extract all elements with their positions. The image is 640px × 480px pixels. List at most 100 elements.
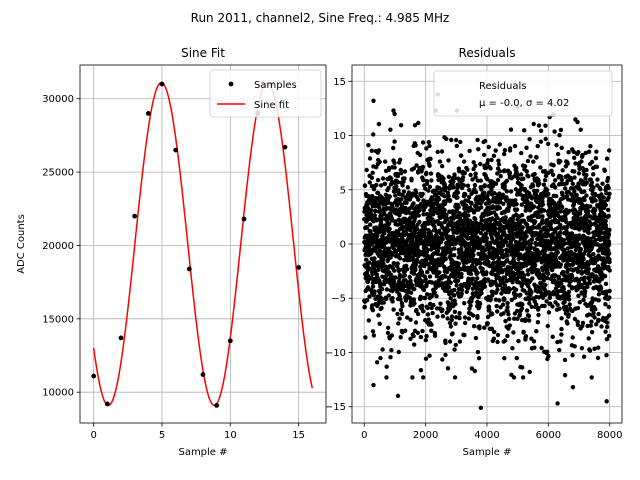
residual-point	[429, 322, 434, 327]
residual-point	[555, 151, 561, 157]
residual-point	[507, 277, 512, 283]
residual-point	[440, 357, 445, 362]
y-tick-label: 10000	[42, 388, 74, 399]
sample-point	[241, 216, 247, 222]
residual-point	[444, 136, 449, 142]
residual-point	[418, 368, 424, 373]
residual-point	[367, 266, 372, 271]
residual-point	[530, 225, 536, 230]
residual-point	[583, 150, 588, 156]
residual-point	[570, 385, 576, 390]
residual-point	[531, 339, 537, 344]
residual-point	[552, 129, 557, 134]
residual-point	[589, 375, 594, 380]
residual-point	[399, 171, 404, 176]
residual-point	[558, 339, 563, 344]
residual-point	[599, 324, 604, 329]
residual-point	[466, 316, 472, 321]
residual-point	[538, 165, 543, 170]
residual-point	[603, 329, 608, 334]
residual-point	[379, 296, 384, 301]
residual-point	[512, 316, 517, 321]
residual-point	[589, 319, 594, 324]
residual-point	[384, 287, 390, 292]
residual-point	[452, 375, 458, 380]
residual-point	[374, 182, 379, 188]
residual-point	[456, 261, 461, 266]
residual-point	[599, 219, 604, 224]
residual-point	[367, 180, 372, 185]
residual-point	[444, 212, 449, 217]
residual-point	[599, 192, 604, 197]
residual-point	[542, 178, 548, 183]
residual-point	[557, 133, 562, 138]
residual-point	[478, 230, 483, 236]
residual-point	[396, 188, 401, 193]
residual-point	[370, 308, 376, 313]
residual-point	[472, 246, 477, 251]
residual-point	[387, 226, 392, 232]
x-tick-label: 6000	[536, 430, 561, 441]
residual-point	[476, 147, 481, 152]
residual-point	[431, 302, 436, 308]
residual-point	[534, 188, 540, 193]
residual-point	[521, 329, 526, 334]
residual-point	[498, 174, 503, 179]
residual-point	[519, 202, 524, 207]
residual-point	[514, 165, 519, 171]
residual-point	[476, 356, 482, 361]
residual-point	[525, 195, 530, 200]
sample-point	[132, 213, 138, 219]
residual-point	[465, 167, 470, 172]
residual-point	[424, 146, 429, 151]
residual-point	[564, 229, 569, 234]
residual-point	[574, 192, 579, 198]
residual-point	[388, 127, 393, 132]
residual-point	[440, 314, 446, 319]
residual-point	[408, 317, 413, 322]
residual-point	[451, 185, 456, 190]
residual-point	[534, 302, 539, 307]
residual-point	[413, 143, 418, 148]
residual-point	[459, 291, 464, 296]
residual-point	[548, 226, 554, 232]
residual-point	[591, 185, 596, 190]
residual-point	[393, 275, 398, 280]
residual-point	[420, 191, 425, 197]
residual-point	[455, 278, 461, 283]
residual-point	[607, 259, 612, 265]
residual-point	[560, 168, 565, 173]
residual-point	[432, 290, 437, 295]
residual-point	[450, 331, 455, 336]
figure-suptitle: Run 2011, channel2, Sine Freq.: 4.985 MH…	[191, 11, 450, 25]
residual-point	[492, 329, 497, 335]
residual-point	[514, 355, 519, 361]
residual-point	[543, 136, 548, 142]
residual-point	[529, 304, 534, 309]
residual-point	[604, 324, 610, 330]
residual-point	[584, 172, 589, 178]
residual-point	[368, 222, 373, 227]
residual-point	[571, 149, 576, 155]
residual-point	[593, 237, 598, 243]
residual-point	[519, 306, 525, 311]
residual-point	[543, 282, 548, 288]
residual-point	[446, 284, 452, 290]
residual-point	[405, 315, 410, 320]
residual-point	[465, 183, 471, 188]
residual-point	[438, 209, 443, 215]
legend: Residuals μ = -0.0, σ = 4.02	[433, 70, 613, 117]
residual-point	[449, 137, 454, 143]
residual-point	[567, 208, 572, 214]
residual-point	[524, 145, 529, 150]
residual-point	[541, 278, 546, 283]
sample-point	[296, 265, 302, 270]
residual-point	[502, 148, 508, 153]
residual-point	[415, 330, 420, 335]
residual-point	[366, 318, 371, 323]
residual-point	[579, 346, 585, 351]
residual-point	[540, 214, 545, 219]
residual-point	[466, 195, 472, 200]
y-tick-label: 20000	[42, 241, 74, 252]
residual-point	[581, 297, 586, 303]
